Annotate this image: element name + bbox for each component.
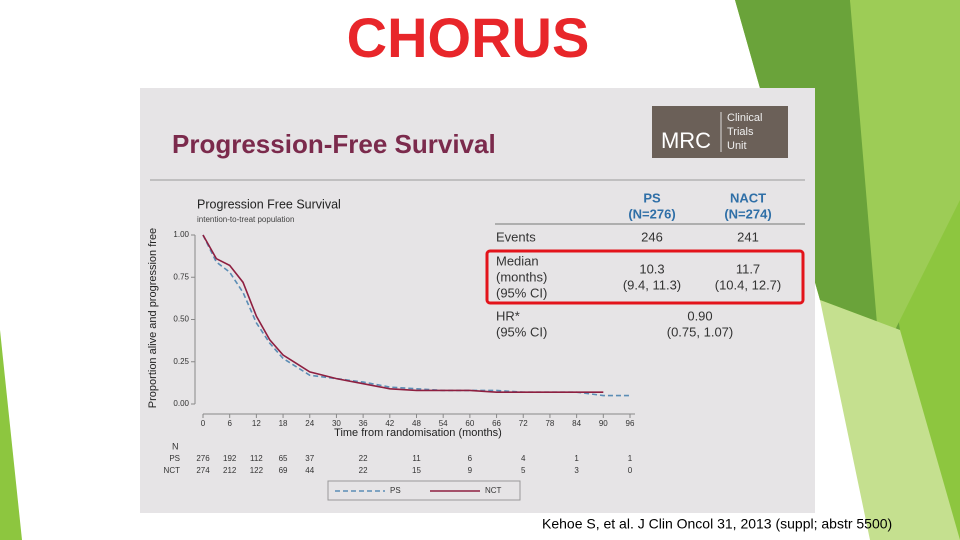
legend-label: PS [390,486,401,495]
y-tick-label: 0.50 [173,315,189,324]
x-tick-label: 24 [305,419,314,428]
risk-value: 44 [305,466,314,475]
risk-value: 65 [279,454,288,463]
slide-title: CHORUS [347,6,590,69]
risk-label: PS [169,454,180,463]
highlight-box [485,249,805,305]
legend-label: NCT [485,486,502,495]
logo-abbr: MRC [661,128,711,153]
logo-line: Unit [727,140,747,152]
cell: (9.4, 11.3) [623,277,681,292]
risk-value: 69 [279,466,288,475]
legend-box [327,480,521,501]
cell: (10.4, 12.7) [715,277,782,292]
y-tick-label: 1.00 [173,230,189,239]
decor [0,330,22,540]
chart-title: Progression Free Survival [197,197,341,211]
risk-value: 4 [521,454,526,463]
x-tick-label: 84 [572,419,581,428]
row-label: (months) [496,269,547,284]
x-tick-label: 48 [412,419,421,428]
panel [140,88,815,513]
decor [850,0,960,360]
row-label: HR* [496,308,520,323]
risk-value: 3 [574,466,579,475]
logo-line: Clinical [727,112,762,124]
risk-value: 37 [305,454,314,463]
row-label: (95% CI) [496,285,547,300]
x-tick-label: 36 [359,419,368,428]
risk-value: 9 [468,466,473,475]
risk-label: NCT [164,466,181,475]
chart-subtitle: intention-to-treat population [197,215,294,224]
y-axis-label: Proportion alive and progression free [147,228,159,408]
column-header: (N=274) [724,206,771,221]
risk-value: 274 [196,466,210,475]
x-tick-label: 6 [227,419,232,428]
risk-value: 1 [574,454,579,463]
column-header: PS [643,190,661,205]
risk-value: 0 [628,466,633,475]
logo [652,106,788,158]
x-tick-label: 0 [201,419,206,428]
risk-value: 192 [223,454,237,463]
risk-value: 22 [359,466,368,475]
y-tick-label: 0.75 [173,272,189,281]
risk-value: 1 [628,454,633,463]
x-tick-label: 60 [465,419,474,428]
cell: 0.90 [687,308,712,323]
logo-line: Trials [727,126,754,138]
x-axis-label: Time from randomisation (months) [334,427,502,439]
column-header: (N=276) [628,206,675,221]
series-line [202,234,604,393]
x-tick-label: 90 [599,419,608,428]
risk-value: 276 [196,454,210,463]
x-tick-label: 66 [492,419,501,428]
risk-value: 22 [359,454,368,463]
cell: 241 [737,229,759,244]
x-tick-label: 12 [252,419,261,428]
risk-value: 15 [412,466,421,475]
decor [820,300,960,540]
risk-value: 6 [468,454,473,463]
cell: 11.7 [736,261,760,276]
x-tick-label: 72 [519,419,528,428]
risk-value: 5 [521,466,526,475]
x-tick-label: 54 [439,419,448,428]
cell: 10.3 [639,261,664,276]
panel-title: Progression-Free Survival [172,129,496,159]
cell: (0.75, 1.07) [667,324,734,339]
x-tick-label: 42 [385,419,394,428]
risk-value: 122 [250,466,264,475]
risk-value: 112 [250,454,263,463]
risk-header: N [172,441,179,451]
risk-value: 11 [412,454,421,463]
row-label: Events [496,229,536,244]
column-header: NACT [730,190,766,205]
x-tick-label: 96 [626,419,635,428]
x-tick-label: 18 [279,419,288,428]
row-label: Median [496,253,539,268]
x-tick-label: 30 [332,419,341,428]
x-tick-label: 78 [545,419,554,428]
row-label: (95% CI) [496,324,547,339]
y-tick-label: 0.25 [173,357,189,366]
citation: Kehoe S, et al. J Clin Oncol 31, 2013 (s… [542,516,892,532]
cell: 246 [641,229,663,244]
risk-value: 212 [223,466,237,475]
y-tick-label: 0.00 [173,399,189,408]
